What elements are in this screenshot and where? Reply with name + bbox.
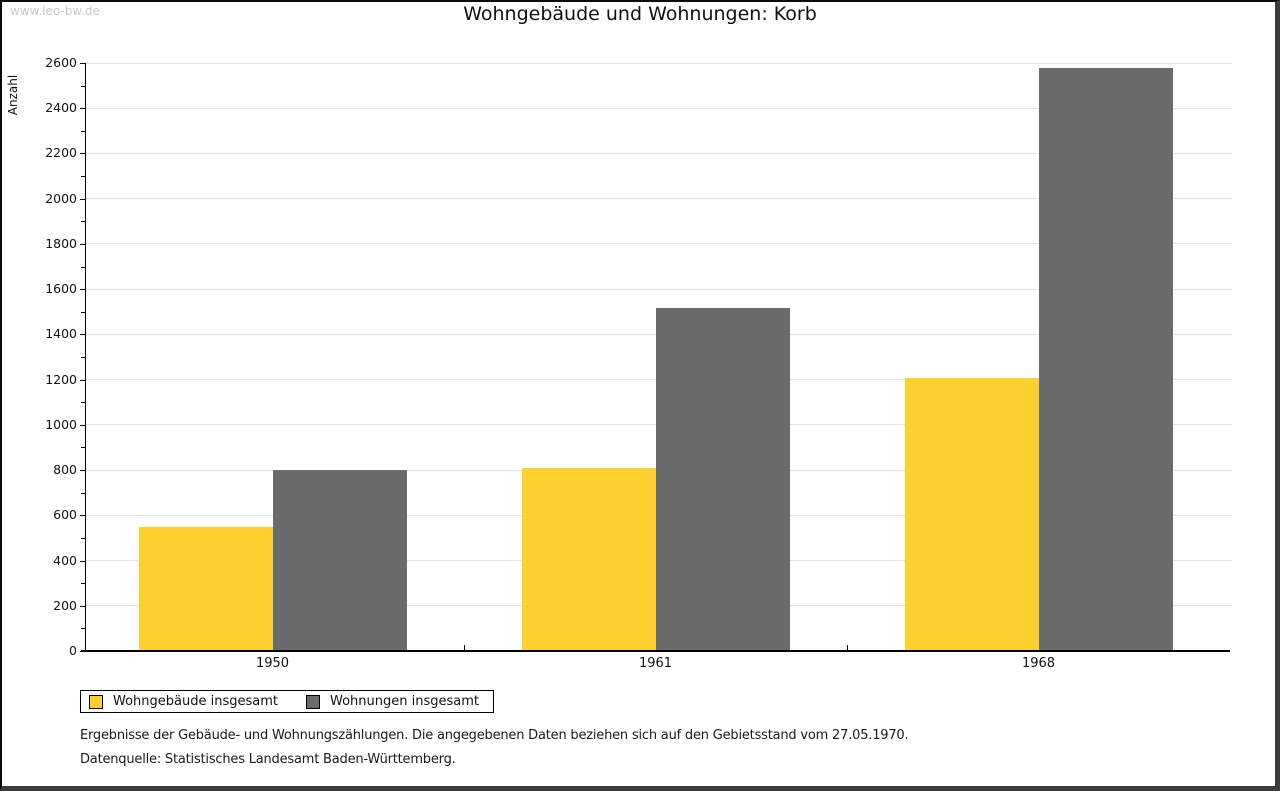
footnote-datenquelle: Datenquelle: Statistisches Landesamt Bad… [80, 752, 456, 767]
bar-wohngeb-ude-insgesamt-1961 [521, 467, 656, 651]
y-axis-tick-label: 2400 [45, 100, 77, 116]
y-axis-tick [80, 243, 85, 245]
gridline [85, 288, 1232, 290]
y-axis-tick-label: 1200 [45, 371, 77, 387]
y-axis-minor-tick [81, 537, 85, 539]
y-axis-tick [80, 470, 85, 472]
legend-entry: Wohngebäude insgesamt [89, 694, 278, 709]
y-axis-tick [80, 334, 85, 336]
y-axis-tick [80, 63, 85, 64]
y-axis-minor-tick [81, 357, 85, 358]
y-axis-tick [80, 108, 85, 110]
y-axis-tick [80, 198, 85, 200]
y-axis-tick-label: 400 [53, 552, 77, 568]
x-axis-tick-label: 1968 [1021, 656, 1056, 671]
gridline [85, 62, 1232, 64]
x-axis-line [81, 650, 1230, 652]
gridline [85, 107, 1232, 109]
x-axis-tick [847, 645, 848, 651]
y-axis-line [85, 63, 86, 651]
x-axis-tick-label: 1961 [638, 656, 673, 671]
y-axis-tick [80, 153, 85, 155]
x-axis-tick-label: 1950 [255, 656, 290, 671]
y-axis-minor-tick [81, 176, 85, 178]
legend-label: Wohnungen insgesamt [330, 694, 479, 709]
bar-wohngeb-ude-insgesamt-1950 [138, 526, 273, 651]
watermark: www.leo-bw.de [10, 4, 100, 18]
y-axis-tick [80, 560, 85, 562]
y-axis-minor-tick [81, 266, 85, 268]
y-axis-tick [80, 289, 85, 291]
y-axis-tick-label: 0 [69, 643, 77, 658]
y-axis-tick-label: 800 [53, 462, 77, 478]
y-axis-tick-label: 1600 [45, 281, 77, 297]
y-axis-minor-tick [81, 85, 85, 87]
y-axis-tick-label: 1400 [45, 326, 77, 342]
legend-swatch-icon [89, 694, 103, 709]
y-axis-minor-tick [81, 221, 85, 223]
y-axis-minor-tick [81, 628, 85, 630]
page-title: Wohngebäude und Wohnungen: Korb [463, 3, 817, 25]
legend-label: Wohngebäude insgesamt [113, 694, 278, 709]
x-axis-tick [464, 645, 465, 651]
y-axis-minor-tick [81, 447, 85, 449]
y-axis-tick [80, 605, 85, 607]
gridline [85, 152, 1232, 154]
bar-wohnungen-insgesamt-1950 [272, 470, 407, 651]
legend-swatch-icon [306, 694, 320, 709]
y-axis-tick-label: 1000 [45, 416, 77, 432]
y-axis-minor-tick [81, 130, 85, 132]
y-axis-minor-tick [81, 492, 85, 494]
y-axis-tick-label: 200 [53, 597, 77, 613]
gridline [85, 198, 1232, 200]
y-axis-tick-label: 2600 [45, 55, 77, 70]
legend: Wohngebäude insgesamt Wohnungen insgesamt [80, 690, 494, 713]
y-axis-tick-label: 600 [53, 507, 77, 523]
y-axis-tick-label: 2200 [45, 145, 77, 161]
y-axis-minor-tick [81, 402, 85, 404]
y-axis-tick [80, 424, 85, 426]
y-axis-minor-tick [81, 583, 85, 585]
y-axis-tick [80, 515, 85, 517]
bar-wohnungen-insgesamt-1968 [1038, 67, 1173, 651]
y-axis-tick-label: 2000 [45, 190, 77, 206]
gridline [85, 243, 1232, 245]
bar-wohnungen-insgesamt-1961 [655, 308, 790, 651]
bar-wohngeb-ude-insgesamt-1968 [904, 378, 1039, 651]
footnote-gebietsstand: Ergebnisse der Gebäude- und Wohnungszähl… [80, 728, 909, 743]
y-axis-minor-tick [81, 311, 85, 313]
legend-entry: Wohnungen insgesamt [306, 694, 479, 709]
y-axis-tick [80, 379, 85, 381]
y-axis-tick-label: 1800 [45, 235, 77, 251]
